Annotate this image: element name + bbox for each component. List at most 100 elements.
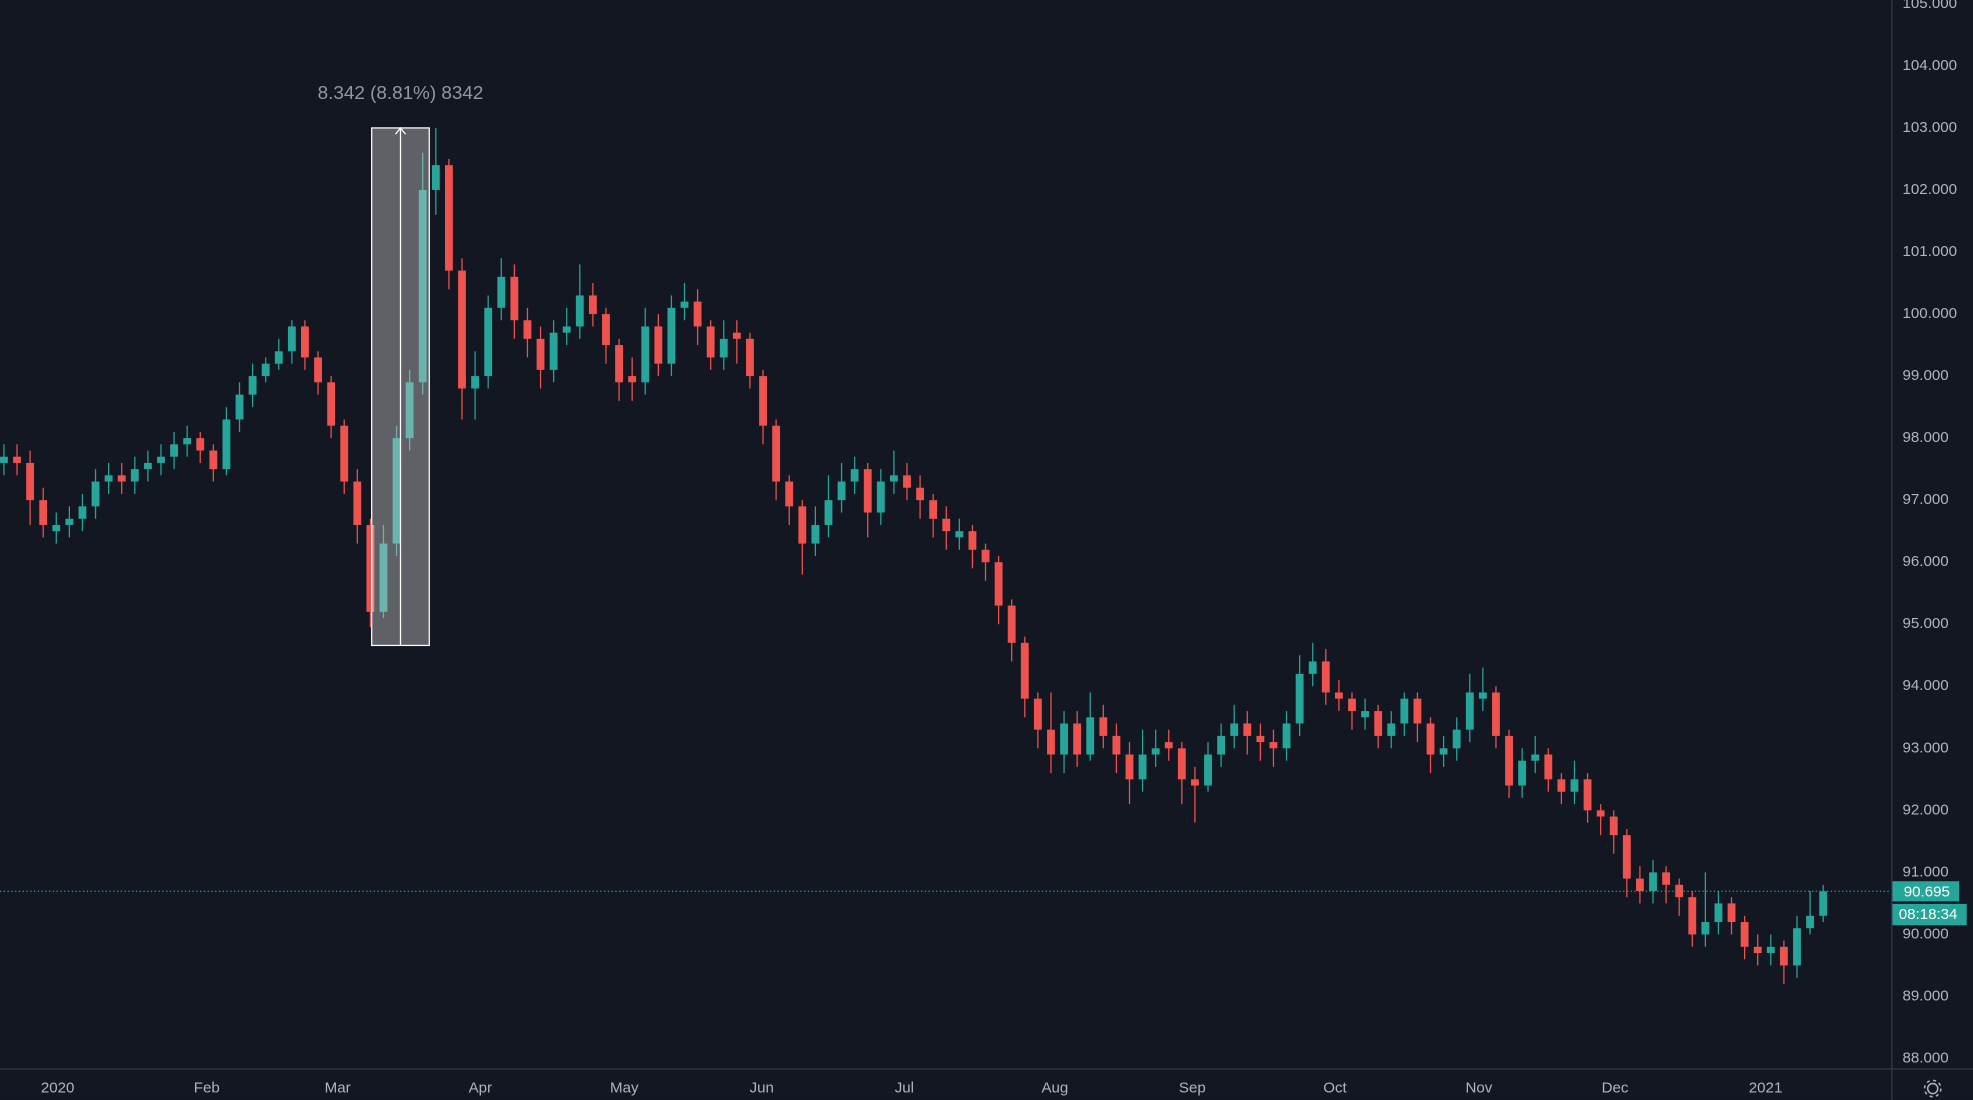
candle-body [1413, 698, 1422, 724]
candle-body [759, 376, 767, 426]
candle-body [562, 326, 571, 333]
x-tick-label: 2020 [41, 1080, 75, 1097]
candle-body [1806, 915, 1814, 929]
candle-body [628, 376, 637, 383]
candle-body [484, 307, 493, 377]
candle-body [1361, 711, 1370, 718]
candle-body [327, 382, 336, 426]
candle-body [497, 276, 506, 308]
candle-body [222, 419, 231, 470]
candle-body [1164, 742, 1173, 749]
candle-body [1308, 661, 1317, 674]
candle-body [1230, 723, 1239, 736]
candle-body [274, 351, 283, 364]
x-tick-label: Aug [1041, 1080, 1068, 1097]
candle-body [78, 506, 87, 519]
candle-body [65, 518, 74, 525]
candle-body [732, 332, 741, 339]
candle-body [1478, 692, 1487, 699]
settings-icon[interactable] [1923, 1079, 1942, 1098]
candle-body [1465, 692, 1474, 730]
candle-body [1125, 754, 1134, 780]
candle-body [1779, 946, 1788, 966]
candle-body [1518, 760, 1527, 786]
last-price-tag [1892, 881, 1960, 902]
candle-body [1622, 835, 1631, 879]
candle-body [680, 301, 689, 308]
y-tick-label: 98.000 [1903, 429, 1949, 446]
candle-body [1753, 946, 1762, 954]
candle-body [1793, 928, 1801, 966]
candle-body [1452, 729, 1461, 749]
candle-body [824, 500, 833, 525]
candle-body [130, 469, 139, 482]
y-tick-label: 100.000 [1903, 305, 1958, 322]
candle-body [1282, 723, 1291, 749]
candle-body [196, 438, 205, 451]
candle-body [1649, 872, 1657, 891]
candle-body [602, 314, 610, 346]
candle-body [1007, 605, 1016, 643]
candle-body [1204, 754, 1212, 786]
candle-body [536, 338, 545, 370]
candle-body [523, 320, 532, 339]
candle-body [929, 500, 938, 519]
y-tick-label: 92.000 [1903, 801, 1949, 818]
y-tick-label: 95.000 [1903, 615, 1949, 632]
candle-body [1047, 729, 1055, 755]
candle-body [693, 301, 702, 327]
candle-body [968, 531, 977, 550]
candle-body [1819, 891, 1828, 916]
y-tick-label: 102.000 [1903, 181, 1958, 198]
candle-body [1191, 779, 1199, 786]
candle-body [117, 475, 126, 482]
y-tick-label: 94.000 [1903, 677, 1949, 694]
candle-body [1400, 698, 1409, 724]
y-tick-label: 105.000 [1903, 0, 1958, 12]
candle-body [588, 295, 597, 315]
y-tick-label: 104.000 [1903, 57, 1958, 74]
y-tick-label: 91.000 [1903, 863, 1949, 880]
last-price-label: 90.695 [1904, 884, 1950, 901]
candle-body [1086, 717, 1095, 755]
candle-body [1688, 897, 1697, 935]
candle-body [261, 363, 270, 377]
candle-body [1374, 711, 1383, 736]
candle-body [91, 481, 100, 507]
candle-body [1662, 872, 1671, 885]
candle-body [575, 295, 584, 327]
x-tick-label: Dec [1602, 1080, 1629, 1097]
candle-body [392, 438, 401, 544]
candle-body [1073, 723, 1082, 755]
x-tick-label: Feb [194, 1080, 220, 1097]
candle-body [458, 270, 466, 389]
candle-body [143, 462, 152, 470]
y-tick-label: 99.000 [1903, 367, 1949, 384]
candle-body [209, 450, 218, 470]
candle-body [353, 481, 362, 525]
y-tick-label: 89.000 [1903, 987, 1949, 1004]
candle-body [1138, 754, 1147, 780]
candle-body [772, 425, 781, 482]
candle-body [942, 518, 951, 532]
candle-body [1544, 754, 1553, 780]
x-tick-label: May [610, 1080, 639, 1097]
x-tick-label: Apr [469, 1080, 492, 1097]
candle-body [1217, 735, 1226, 755]
candle-body [1557, 779, 1566, 792]
candle-body [1675, 884, 1684, 898]
candle-body [1112, 735, 1121, 755]
candle-body [1492, 692, 1500, 736]
candle-body [1269, 742, 1278, 749]
candle-body [1714, 903, 1723, 923]
candle-body [1426, 723, 1435, 755]
x-tick-label: Nov [1466, 1080, 1493, 1097]
candle-body [1321, 661, 1330, 693]
candle-body [314, 357, 322, 383]
candle-body [798, 506, 807, 544]
candle-body [170, 444, 178, 457]
candle-body [1701, 922, 1710, 935]
candle-body [157, 456, 165, 463]
